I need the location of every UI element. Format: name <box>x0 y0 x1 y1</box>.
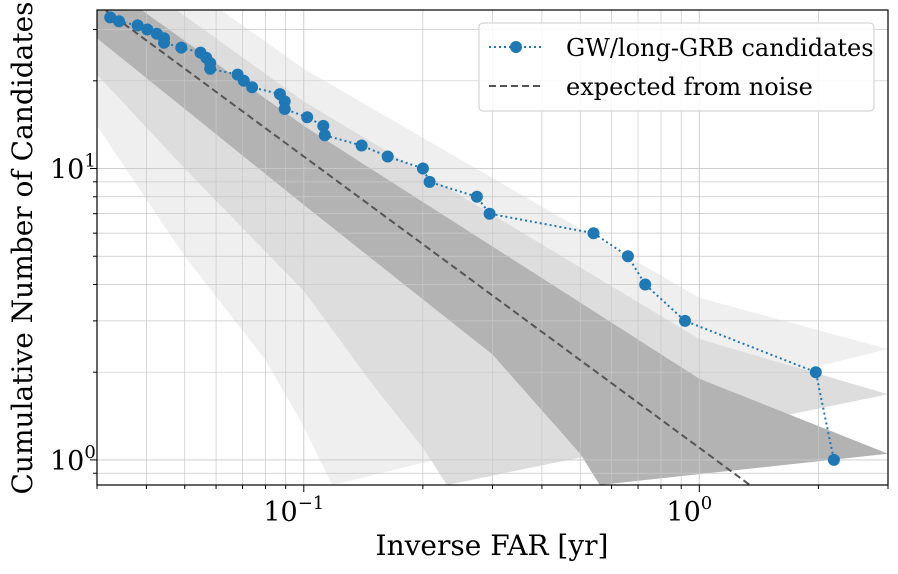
x-tick-label: 10−1 <box>263 493 324 528</box>
legend-frame <box>478 22 875 112</box>
x-tick-label: 100 <box>666 493 712 528</box>
data-point <box>318 129 331 142</box>
data-point <box>317 119 330 132</box>
y-axis-title: Cumulative Number of Candidates <box>6 1 39 494</box>
data-point <box>423 175 436 188</box>
data-point <box>416 162 429 175</box>
data-point <box>175 41 188 54</box>
legend-label-candidates: GW/long-GRB candidates <box>566 34 874 62</box>
series-line-expected-noise <box>103 10 752 485</box>
data-point <box>113 15 125 28</box>
data-point <box>587 227 600 240</box>
data-point <box>483 207 496 220</box>
x-axis-title: Inverse FAR [yr] <box>376 529 609 562</box>
data-point <box>301 111 314 124</box>
data-point <box>204 62 217 75</box>
data-point <box>141 23 154 36</box>
series-layer <box>103 10 840 485</box>
data-point <box>131 19 144 32</box>
legend: GW/long-GRB candidates expected from noi… <box>478 22 875 112</box>
data-point <box>621 250 634 263</box>
data-point <box>237 74 250 87</box>
data-point <box>827 453 840 466</box>
data-point <box>809 366 822 379</box>
data-point <box>278 103 291 115</box>
data-point <box>158 36 170 49</box>
data-point <box>639 278 652 291</box>
data-point <box>381 150 394 163</box>
data-point <box>246 81 259 94</box>
legend-marker-candidates <box>510 41 522 53</box>
y-tick-label: 100 <box>50 442 96 477</box>
data-point <box>679 314 691 327</box>
data-point <box>355 139 368 152</box>
legend-label-noise: expected from noise <box>566 73 813 101</box>
data-point <box>470 190 483 203</box>
y-tick-label: 101 <box>50 151 96 186</box>
